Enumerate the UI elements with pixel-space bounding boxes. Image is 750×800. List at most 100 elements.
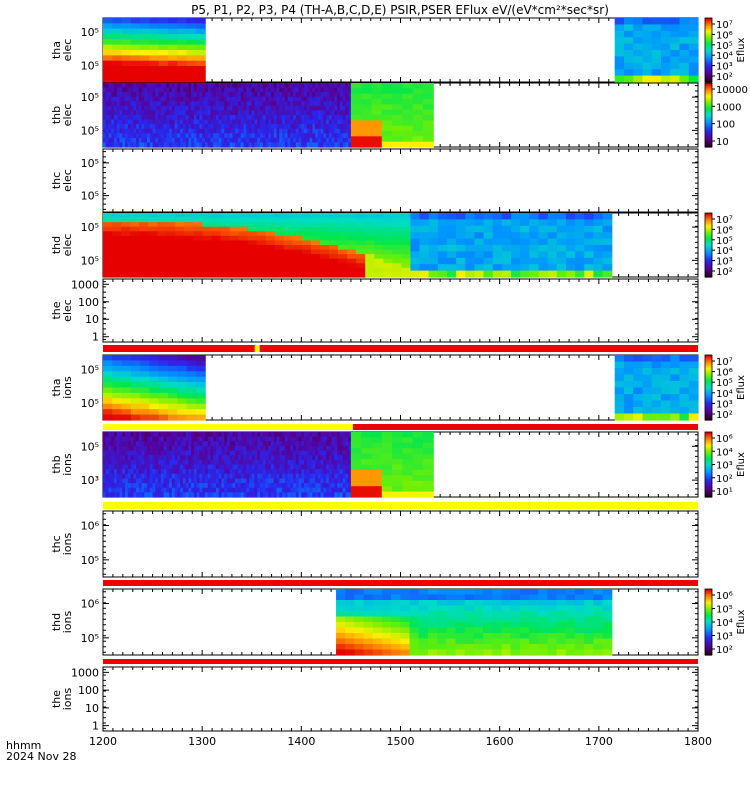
thb-ions-cell xyxy=(276,441,280,447)
thb-ions-cell xyxy=(147,469,151,475)
thd-elec-cell xyxy=(292,213,303,219)
thb-elec-cell xyxy=(152,137,156,144)
thb-elec-cell xyxy=(116,137,121,144)
thb-elec-cell xyxy=(339,115,344,121)
thb-ions-cell xyxy=(169,436,173,442)
thb-elec-cell xyxy=(180,128,184,134)
thb-elec-cell xyxy=(254,110,258,116)
thb-ions-cell xyxy=(202,450,206,456)
tha-elec-cell xyxy=(103,18,113,24)
thb-elec-cell xyxy=(326,101,330,107)
thd-elec-cell xyxy=(419,238,430,246)
thb-elec-cell xyxy=(422,93,434,100)
thb-elec-cell xyxy=(226,101,231,107)
thb-elec-cell xyxy=(317,101,322,107)
thb-elec-cell xyxy=(339,124,344,130)
thb-elec-cell xyxy=(284,92,289,98)
tha-ions-cell xyxy=(688,387,699,395)
thb-elec-cell xyxy=(331,83,335,89)
thb-ions-cell xyxy=(226,432,231,438)
thd-elec-cell xyxy=(565,257,576,265)
thb-ions-colorbar-cell xyxy=(705,462,712,466)
tha-ions-cell xyxy=(660,413,671,421)
thd-elec-cell xyxy=(220,240,231,246)
thb-elec-cell xyxy=(202,142,206,148)
tha-ions-colorbar-cell xyxy=(705,397,712,400)
thd-elec-cell xyxy=(374,249,384,255)
thd-elec-cell xyxy=(347,272,357,278)
thb-ions-cell xyxy=(158,464,162,470)
thb-elec-cell xyxy=(174,119,178,125)
thb-ions-cell xyxy=(282,432,286,438)
thb-ions-block-0 xyxy=(103,432,352,498)
thb-elec-cell xyxy=(202,87,206,93)
thb-elec-cell xyxy=(348,128,352,134)
thb-ions-cell xyxy=(193,492,198,498)
thb-elec-cell xyxy=(265,128,269,134)
thd-elec-cell xyxy=(229,235,240,242)
thd-elec-colorbar-cell xyxy=(705,246,712,249)
thd-elec-cell xyxy=(593,245,604,252)
thd-elec-colorbar-cell xyxy=(705,237,712,240)
thd-elec-cell xyxy=(593,238,604,246)
thb-ions-cell xyxy=(320,464,324,470)
thb-ions-cell xyxy=(163,464,167,470)
thb-ions-cell xyxy=(309,445,313,452)
thb-elec-cell xyxy=(262,105,267,112)
thb-elec-cell xyxy=(248,87,253,93)
thb-elec-cell xyxy=(130,137,134,144)
thb-ions-cell xyxy=(301,445,305,452)
thb-ions-cell xyxy=(182,441,187,447)
tha-elec-cell xyxy=(158,76,169,83)
thb-elec-cell xyxy=(210,92,214,98)
thb-elec-cell xyxy=(177,83,181,89)
thb-elec-cell xyxy=(235,101,239,107)
thd-elec-cell xyxy=(247,263,258,269)
thb-ions-cell xyxy=(312,487,316,493)
tha-ions-cell xyxy=(195,376,206,383)
thb-elec-cell xyxy=(169,92,173,98)
thb-ions-cell xyxy=(320,445,324,452)
thb-elec-cell xyxy=(279,96,283,102)
tha-elec-cell xyxy=(623,24,634,32)
tha-elec-colorbar-cell xyxy=(705,78,712,81)
thb-elec-cell xyxy=(229,101,234,107)
thb-elec-cell xyxy=(402,83,414,89)
thb-ions-cell xyxy=(199,432,203,438)
tha-ions-cell xyxy=(167,398,178,405)
thb-elec-cell xyxy=(193,83,198,89)
thb-ions-cell xyxy=(152,478,156,484)
thb-elec-cell xyxy=(215,87,220,93)
tha-elec-colorbar-label: 10⁴ xyxy=(716,51,733,62)
thb-ions-cell xyxy=(171,487,176,493)
thb-ions-cell xyxy=(202,492,206,498)
thb-ions-cell xyxy=(224,455,228,461)
thb-elec-cell xyxy=(193,96,198,102)
thd-elec-cell xyxy=(329,240,339,246)
thd-elec-cell xyxy=(184,245,195,251)
thd-elec-cell xyxy=(301,272,312,278)
thb-elec-cell xyxy=(265,142,269,148)
thb-ions-cell xyxy=(315,478,319,484)
tha-ions-colorbar-cell xyxy=(705,405,712,408)
thd-elec-cell xyxy=(310,222,321,228)
thb-elec-cell xyxy=(182,96,187,102)
thb-ions-cell xyxy=(262,455,267,461)
tha-elec-colorbar-cell xyxy=(705,67,712,70)
thb-elec-cell xyxy=(237,115,242,121)
thb-elec-cell xyxy=(326,110,330,116)
thd-elec-cell xyxy=(347,235,357,242)
thb-elec-cell xyxy=(284,133,289,139)
thd-elec-cell xyxy=(292,235,303,242)
thb-ions-colorbar-cell xyxy=(705,445,712,448)
thd-elec-cell xyxy=(356,222,366,228)
thb-elec-cell xyxy=(224,133,228,139)
thd-elec-cell xyxy=(529,225,540,233)
thb-elec-cell xyxy=(158,83,162,89)
thb-elec-cell xyxy=(182,119,187,125)
thb-elec-cell xyxy=(138,83,143,89)
tha-elec-cell xyxy=(651,37,662,45)
thb-elec-cell xyxy=(248,124,253,130)
thd-elec-cell xyxy=(247,217,258,223)
thd-elec-cell xyxy=(410,257,421,265)
